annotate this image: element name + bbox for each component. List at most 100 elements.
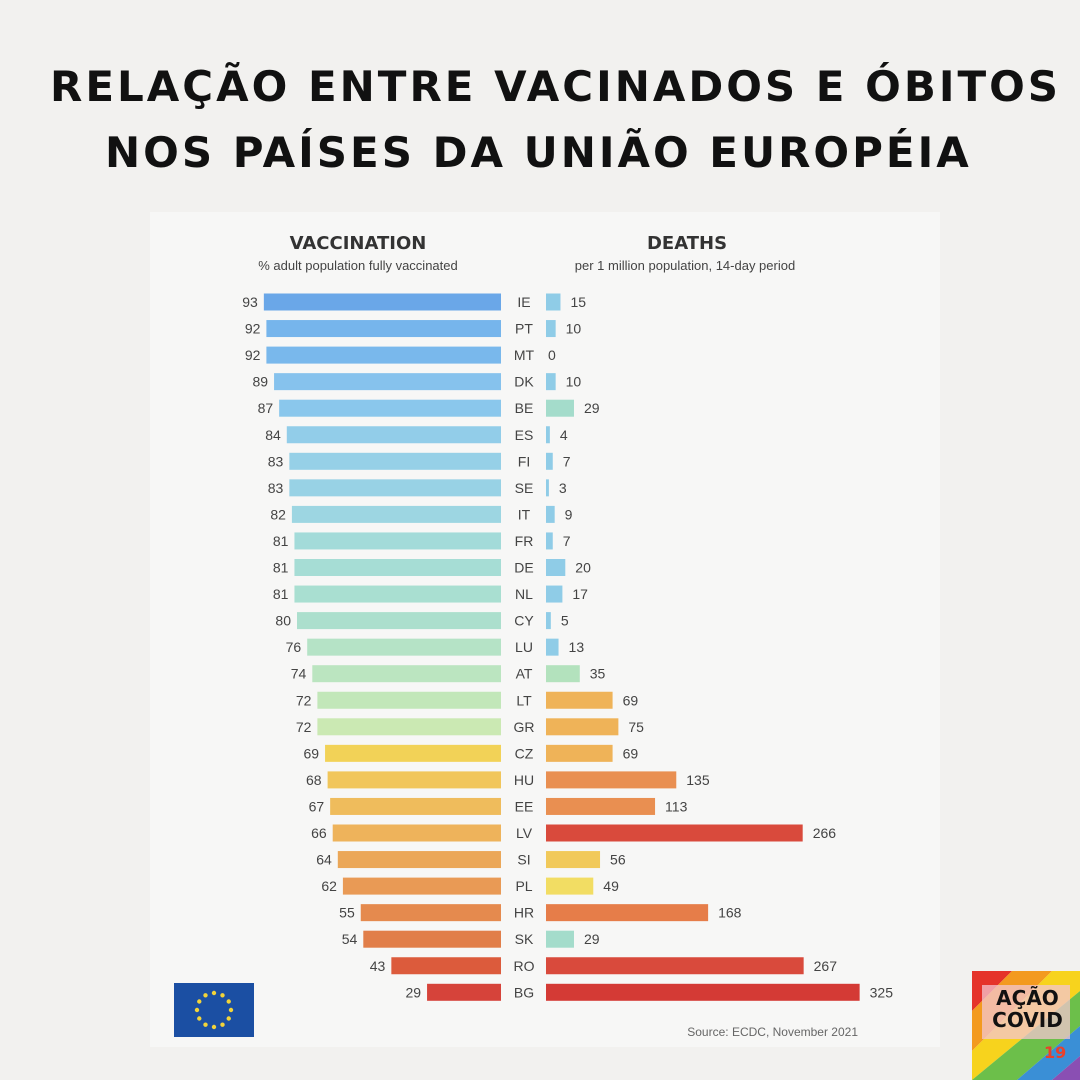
deaths-bar: [546, 877, 594, 895]
country-code-label: SE: [515, 480, 534, 496]
vaccination-value-label: 43: [370, 958, 386, 974]
country-code-label: NL: [515, 586, 533, 602]
country-code-label: BE: [515, 400, 534, 416]
country-code-label: CZ: [515, 745, 534, 761]
flag-star: [211, 1024, 217, 1030]
deaths-bar: [546, 691, 613, 709]
vaccination-bar: [325, 744, 501, 762]
country-code-label: GR: [514, 719, 535, 735]
vaccination-value-label: 29: [405, 984, 421, 1000]
deaths-value-label: 3: [559, 480, 567, 496]
deaths-value-label: 69: [623, 745, 639, 761]
vaccination-bar: [337, 851, 501, 869]
country-code-label: RO: [514, 958, 535, 974]
vaccination-value-label: 72: [296, 719, 312, 735]
vaccination-value-label: 69: [303, 745, 319, 761]
deaths-value-label: 5: [561, 613, 569, 629]
deaths-bar: [546, 824, 803, 842]
vaccination-bar: [263, 293, 501, 311]
deaths-value-label: 267: [814, 958, 838, 974]
deaths-bar: [546, 612, 551, 630]
vaccination-bar: [286, 426, 501, 444]
deaths-bar: [546, 585, 563, 603]
country-code-label: FR: [515, 533, 534, 549]
deaths-value-label: 17: [572, 586, 588, 602]
vaccination-bar: [330, 797, 501, 815]
deaths-bar: [546, 983, 860, 1001]
country-code-label: LU: [515, 639, 533, 655]
headline-line-2: NOS PAÍSES DA UNIÃO EUROPÉIA: [105, 128, 972, 177]
country-code-label: MT: [514, 347, 535, 363]
vaccination-bar: [294, 559, 501, 576]
deaths-value-label: 49: [603, 878, 619, 894]
country-code-label: ES: [515, 427, 534, 443]
deaths-value-label: 10: [566, 374, 582, 390]
deaths-bar: [546, 293, 561, 311]
vaccination-value-label: 54: [342, 931, 358, 947]
deaths-value-label: 113: [665, 798, 688, 814]
deaths-bar: [546, 505, 555, 523]
deaths-bar: [546, 744, 613, 762]
vaccination-bar: [289, 479, 501, 497]
flag-star: [226, 999, 231, 1004]
country-code-label: SK: [515, 931, 534, 947]
deaths-value-label: 266: [813, 825, 837, 841]
vaccination-value-label: 67: [309, 798, 325, 814]
vaccination-bar: [427, 983, 501, 1001]
vaccination-bar: [327, 771, 501, 789]
flag-star: [211, 990, 217, 996]
deaths-value-label: 56: [610, 852, 626, 868]
deaths-bar: [546, 479, 549, 497]
deaths-bar: [546, 851, 601, 869]
flag-star: [203, 993, 208, 998]
deaths-value-label: 325: [870, 984, 894, 1000]
country-code-label: IE: [517, 294, 530, 310]
vaccination-bar: [391, 957, 501, 975]
vaccination-bar: [342, 877, 501, 895]
vaccination-bar: [279, 399, 501, 417]
vaccination-bar: [317, 718, 501, 736]
vaccination-value-label: 89: [252, 374, 268, 390]
vaccination-value-label: 80: [275, 613, 291, 629]
vaccination-value-label: 68: [306, 772, 322, 788]
vaccination-value-label: 76: [286, 639, 302, 655]
vaccination-bar: [291, 505, 501, 523]
vaccination-value-label: 84: [265, 427, 281, 443]
deaths-value-label: 69: [623, 692, 639, 708]
country-code-label: CY: [514, 613, 534, 629]
vaccination-value-label: 92: [245, 347, 261, 363]
deaths-value-label: 135: [686, 772, 710, 788]
deaths-value-label: 168: [718, 905, 742, 921]
logo-line-2: COVID: [992, 1008, 1063, 1032]
vaccination-bar: [274, 373, 501, 391]
deaths-bar: [546, 399, 574, 417]
deaths-bar: [546, 930, 574, 948]
deaths-bar: [546, 320, 556, 338]
eu-flag-icon: [174, 983, 254, 1037]
deaths-value-label: 13: [569, 639, 585, 655]
deaths-bar: [546, 452, 553, 470]
country-code-label: PL: [515, 878, 532, 894]
flag-star: [220, 1022, 225, 1027]
country-code-label: LT: [516, 692, 532, 708]
vaccination-value-label: 81: [273, 533, 289, 549]
country-code-label: FI: [518, 453, 530, 469]
country-code-label: EE: [515, 798, 534, 814]
vaccination-value-label: 55: [339, 905, 355, 921]
country-code-label: DE: [514, 560, 533, 576]
vaccination-bar: [317, 691, 501, 709]
country-code-label: DK: [514, 374, 534, 390]
deaths-value-label: 0: [548, 347, 556, 363]
vaccination-value-label: 81: [273, 560, 289, 576]
vaccination-bar: [307, 638, 501, 656]
vaccination-value-label: 87: [258, 400, 274, 416]
deaths-bar: [546, 373, 556, 391]
headline-line-1: RELAÇÃO ENTRE VACINADOS E ÓBITOS: [50, 62, 1062, 111]
vaccination-value-label: 93: [242, 294, 258, 310]
vaccination-value-label: 64: [316, 852, 332, 868]
right-panel-subtitle: per 1 million population, 14-day period: [575, 258, 795, 273]
vaccination-value-label: 62: [321, 878, 337, 894]
deaths-bar: [546, 797, 656, 815]
vaccination-value-label: 82: [270, 506, 286, 522]
